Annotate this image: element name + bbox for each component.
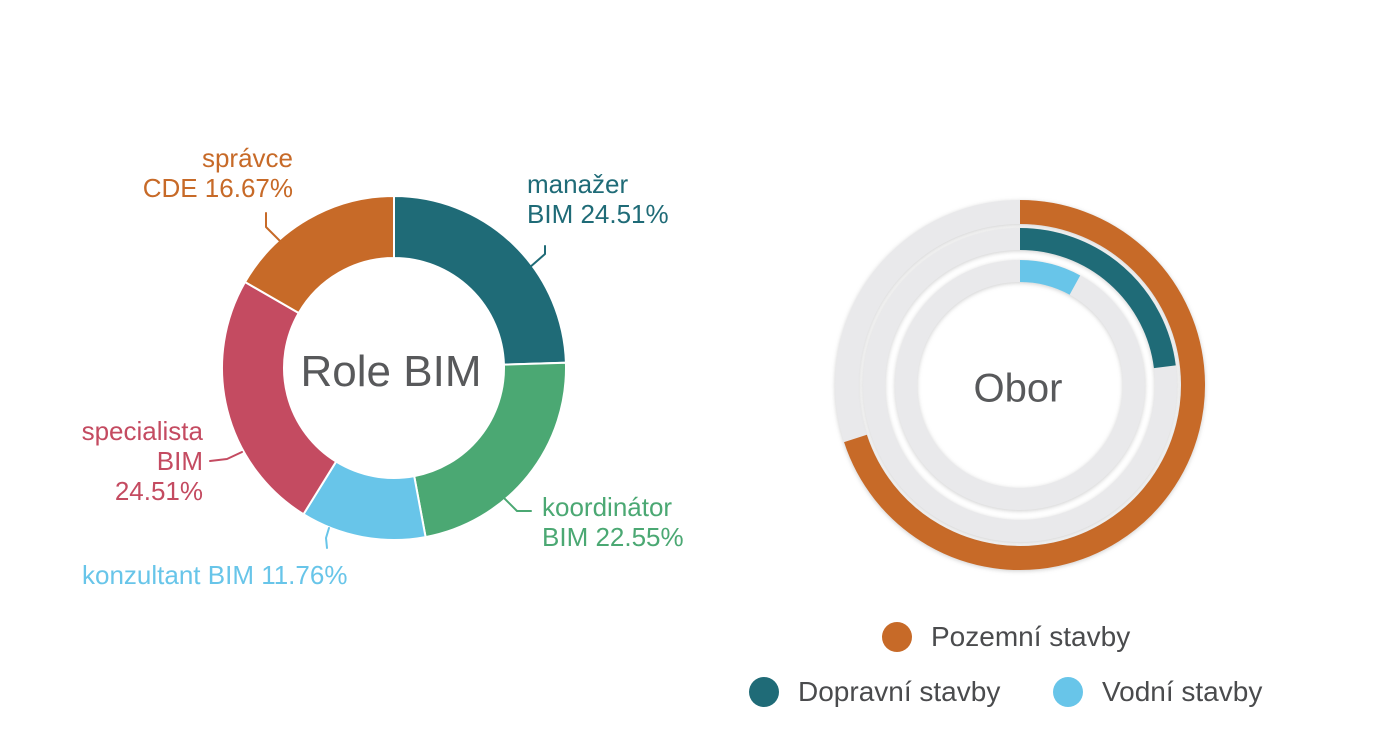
legend-item-pozemni-stavby: Pozemní stavby	[882, 621, 1130, 653]
donut-label-line: konzultant BIM 11.76%	[82, 560, 348, 590]
donut-label-line: BIM 24.51%	[527, 199, 669, 229]
legend-dot-pozemni-stavby	[882, 622, 912, 652]
donut-label-line: správce	[201, 143, 293, 173]
legend-item-vodni-stavby: Vodní stavby	[1053, 676, 1262, 708]
ring-dopravni-stavby	[863, 228, 1177, 542]
leader-line-spravce-cde	[265, 212, 281, 242]
donut-label-spravce-cde: správce CDE 16.67%	[93, 143, 293, 203]
donut-label-manazer-bim: manažer BIM 24.51%	[527, 169, 669, 229]
donut-label-koordinator-bim: koordinátor BIM 22.55%	[542, 492, 684, 552]
donut-label-specialista-bim: specialista BIM 24.51%	[3, 416, 203, 506]
legend-label-dopravni-stavby: Dopravní stavby	[798, 676, 1001, 707]
obor-rings-chart	[835, 200, 1205, 570]
donut-segment-koordinator-bim	[413, 361, 567, 539]
donut-label-line: specialista	[81, 416, 203, 446]
ring-pozemni-stavby	[835, 200, 1205, 570]
donut-segment-spravce-cde	[243, 194, 395, 315]
obor-chart-title: Obor	[973, 366, 1063, 411]
leader-line-manazer-bim	[528, 245, 546, 269]
donut-label-konzultant-bim: konzultant BIM 11.76%	[82, 560, 347, 590]
donut-label-line: BIM 22.55%	[542, 522, 684, 552]
donut-label-line: BIM	[156, 446, 203, 476]
donut-label-line: 24.51%	[114, 476, 203, 506]
ring-vodni-stavby	[895, 260, 1145, 510]
ring-arc-vodni-stavby	[1019, 260, 1081, 295]
legend-item-dopravni-stavby: Dopravní stavby	[749, 676, 1000, 708]
legend-label-vodni-stavby: Vodní stavby	[1102, 676, 1263, 707]
role-bim-donut-chart	[221, 194, 567, 541]
leader-line-koordinator-bim	[502, 496, 532, 512]
role-chart-title: Role BIM	[300, 347, 482, 396]
donut-segment-manazer-bim	[393, 194, 567, 366]
legend-dot-dopravni-stavby	[749, 677, 779, 707]
leader-line-konzultant-bim	[325, 527, 330, 549]
ring-arc-pozemni-stavby	[844, 200, 1205, 570]
donut-label-line: manažer	[527, 169, 629, 199]
role-bim-leader-lines	[209, 212, 546, 549]
legend-dot-vodni-stavby	[1053, 677, 1083, 707]
leader-line-specialista-bim	[209, 451, 243, 462]
donut-label-line: koordinátor	[542, 492, 673, 522]
legend-label-pozemni-stavby: Pozemní stavby	[931, 621, 1131, 652]
donut-segment-specialista-bim	[221, 280, 338, 516]
ring-arc-dopravni-stavby	[1019, 228, 1176, 369]
donut-label-line: CDE 16.67%	[142, 173, 293, 203]
